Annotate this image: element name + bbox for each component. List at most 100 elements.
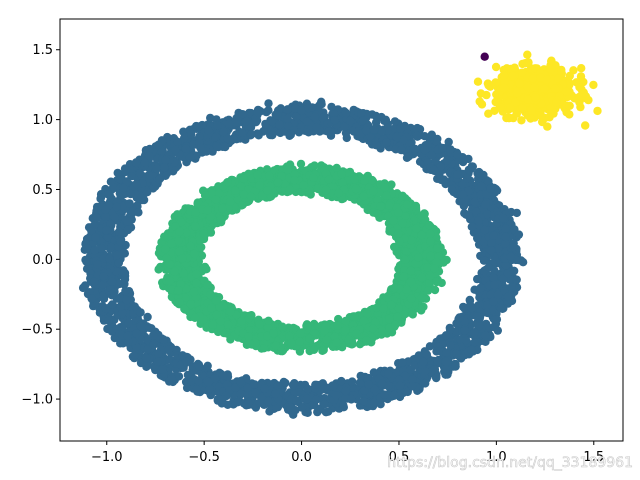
data-point-series-0	[122, 295, 131, 305]
data-point-series-0	[397, 145, 406, 155]
data-point-series-0	[390, 117, 400, 126]
data-point-series-0	[467, 345, 476, 354]
data-point-series-0	[481, 331, 490, 340]
data-point-series-0	[462, 174, 472, 183]
data-point-series-0	[275, 120, 284, 129]
data-point-series-0	[236, 377, 245, 386]
data-point-series-0	[512, 275, 521, 284]
data-point-series-0	[312, 122, 321, 132]
data-point-series-1	[350, 312, 359, 321]
data-point-series-0	[92, 213, 101, 223]
data-point-series-0	[212, 142, 222, 151]
data-point-series-0	[438, 143, 447, 153]
data-point-series-0	[384, 369, 393, 379]
data-point-series-0	[132, 329, 141, 338]
data-point-series-0	[136, 321, 146, 331]
data-point-series-0	[504, 292, 513, 301]
data-point-series-0	[237, 128, 247, 137]
data-point-series-0	[429, 165, 438, 175]
data-point-series-0	[112, 202, 121, 212]
data-point-series-0	[302, 394, 312, 404]
data-point-series-0	[186, 130, 196, 139]
data-point-series-1	[432, 277, 441, 287]
data-point-series-0	[512, 208, 521, 218]
data-point-series-0	[124, 318, 133, 328]
data-point-series-0	[518, 258, 528, 267]
data-point-series-0	[467, 222, 476, 231]
data-point-series-0	[358, 116, 368, 125]
data-point-series-0	[195, 362, 204, 371]
data-point-series-0	[224, 119, 234, 128]
data-point-series-0	[359, 397, 368, 406]
data-point-series-0	[458, 190, 467, 199]
data-point-series-1	[426, 229, 435, 239]
data-point-series-0	[292, 112, 301, 122]
data-point-series-0	[435, 174, 445, 183]
data-point-series-0	[400, 121, 409, 131]
data-point-series-0	[482, 210, 492, 219]
data-point-series-0	[81, 255, 90, 265]
data-point-series-1	[186, 300, 196, 309]
data-point-series-0	[490, 280, 499, 290]
data-point-series-0	[182, 357, 191, 367]
data-point-series-0	[509, 243, 518, 252]
data-point-series-0	[324, 127, 333, 136]
data-point-series-0	[447, 185, 457, 194]
data-point-series-0	[143, 312, 152, 322]
data-point-series-0	[247, 130, 256, 139]
data-point-series-1	[211, 195, 221, 204]
data-point-series-0	[149, 340, 158, 350]
data-point-series-0	[444, 137, 453, 147]
data-point-series-0	[253, 108, 263, 117]
data-point-series-0	[145, 151, 154, 160]
data-point-series-0	[218, 371, 228, 380]
data-point-series-0	[507, 283, 516, 292]
data-point-series-0	[87, 294, 96, 303]
data-point-series-0	[430, 365, 440, 374]
data-point-series-0	[475, 168, 484, 178]
data-point-series-0	[382, 138, 391, 147]
data-point-series-0	[481, 200, 490, 209]
data-point-series-0	[470, 197, 479, 207]
data-point-series-0	[371, 118, 381, 127]
data-point-series-0	[103, 232, 112, 242]
data-point-series-0	[467, 303, 476, 313]
data-point-series-1	[202, 265, 211, 274]
data-point-series-0	[242, 117, 251, 126]
data-point-series-0	[236, 389, 246, 399]
data-point-series-0	[121, 166, 130, 175]
data-point-series-0	[90, 246, 99, 255]
data-point-series-0	[205, 384, 214, 393]
data-point-series-0	[451, 362, 460, 371]
data-point-series-0	[395, 381, 405, 391]
data-point-series-0	[264, 397, 273, 406]
data-point-series-0	[347, 394, 356, 404]
data-point-series-0	[337, 376, 346, 386]
data-point-series-0	[206, 113, 215, 123]
data-point-series-0	[186, 153, 195, 162]
data-point-series-0	[376, 400, 385, 409]
data-point-series-0	[392, 132, 401, 142]
data-point-series-0	[113, 168, 122, 178]
data-point-series-0	[487, 246, 496, 255]
data-point-series-0	[132, 179, 141, 189]
data-point-series-0	[213, 121, 222, 130]
data-point-series-0	[281, 378, 290, 388]
data-point-series-0	[421, 379, 430, 388]
data-point-series-0	[489, 273, 498, 282]
data-point-series-0	[460, 326, 469, 335]
data-point-series-0	[152, 164, 162, 173]
data-point-series-0	[223, 400, 232, 409]
data-point-series-0	[442, 348, 451, 357]
data-point-series-0	[312, 395, 321, 404]
data-point-series-0	[484, 263, 493, 272]
data-point-series-0	[380, 390, 389, 399]
data-point-series-0	[246, 123, 256, 132]
data-point-series-0	[307, 103, 317, 112]
data-point-series-0	[107, 242, 116, 252]
data-point-series-0	[346, 116, 355, 126]
data-point-series-0	[506, 252, 515, 261]
data-point-series-0	[99, 272, 108, 281]
data-point-series-0	[320, 400, 329, 409]
data-point-series-0	[283, 105, 292, 114]
